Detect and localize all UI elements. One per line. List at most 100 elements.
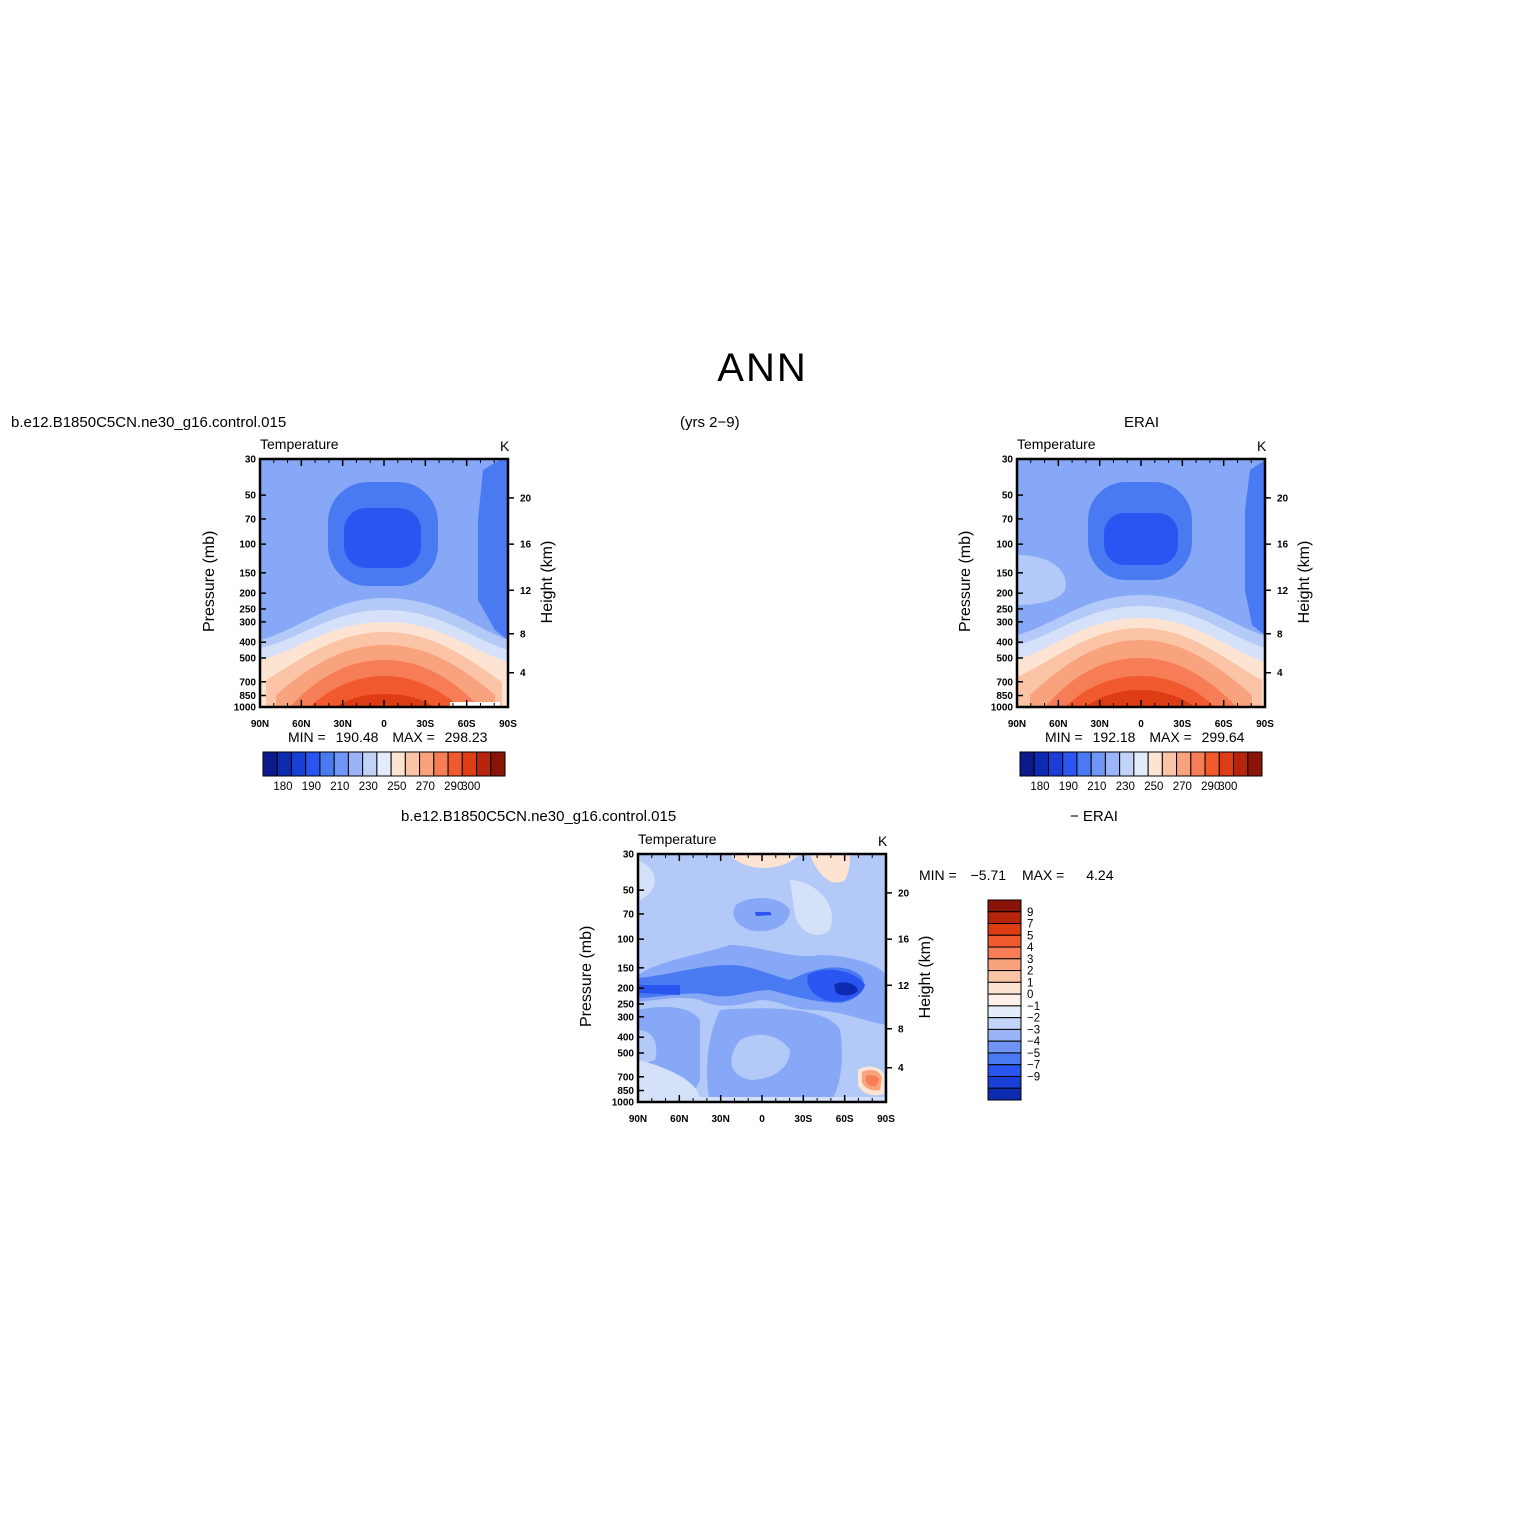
colorbar-swatch bbox=[987, 958, 1022, 972]
panel-model-max-value: 298.23 bbox=[444, 729, 488, 745]
panel-diff-max-label: MAX = bbox=[1021, 867, 1065, 883]
colorbar-label: −4 bbox=[1027, 1036, 1041, 1048]
y-tick-label: 30 bbox=[245, 455, 257, 466]
colorbar-swatch bbox=[987, 1028, 1022, 1042]
y-tick-label: 250 bbox=[617, 999, 634, 1010]
x-tick-label: 30N bbox=[1090, 719, 1108, 730]
y-tick-label: 300 bbox=[996, 617, 1013, 628]
colorbar-label: 190 bbox=[1059, 781, 1078, 793]
colorbar-swatch bbox=[1104, 751, 1121, 777]
colorbar-swatch bbox=[404, 751, 421, 777]
panel-diff-variable: Temperature bbox=[638, 831, 717, 847]
colorbar-swatch bbox=[987, 1087, 1022, 1101]
y-tick-label: 100 bbox=[239, 540, 256, 551]
colorbar-swatch bbox=[987, 993, 1022, 1007]
panel-model-min-value: 190.48 bbox=[335, 729, 379, 745]
colorbar-label: 7 bbox=[1027, 919, 1033, 931]
colorbar-swatch bbox=[1218, 751, 1235, 777]
y-right-tick-label: 12 bbox=[1277, 586, 1289, 597]
y-right-tick-label: 20 bbox=[898, 888, 910, 899]
colorbar-swatch bbox=[262, 751, 278, 777]
x-tick-label: 30N bbox=[711, 1114, 729, 1125]
colorbar-label: −2 bbox=[1027, 1013, 1040, 1025]
y-tick-label: 1000 bbox=[612, 1098, 635, 1109]
colorbar-label: 270 bbox=[1173, 781, 1192, 793]
colorbar-swatch bbox=[433, 751, 449, 777]
y-right-tick-label: 20 bbox=[1277, 493, 1289, 504]
colorbar-swatch bbox=[987, 1040, 1022, 1054]
y-tick-label: 700 bbox=[996, 677, 1013, 688]
colorbar-swatch bbox=[987, 923, 1022, 936]
colorbar-swatch bbox=[376, 751, 392, 777]
x-tick-label: 0 bbox=[381, 719, 387, 730]
y-tick-label: 250 bbox=[996, 604, 1013, 615]
y-tick-label: 70 bbox=[1002, 514, 1014, 525]
x-tick-label: 0 bbox=[759, 1114, 765, 1125]
panel-obs-max-label: MAX = bbox=[1149, 729, 1192, 745]
panel-diff-case-label: b.e12.B1850C5CN.ne30_g16.control.015 bbox=[401, 808, 677, 825]
x-tick-label: 0 bbox=[1138, 719, 1144, 730]
x-tick-label: 30N bbox=[333, 719, 351, 730]
colorbar-label: 230 bbox=[1116, 781, 1135, 793]
colorbar-label: 2 bbox=[1027, 966, 1033, 978]
colorbar-swatch bbox=[1147, 751, 1163, 777]
colorbar-swatch bbox=[987, 981, 1022, 995]
y-right-tick-label: 4 bbox=[1277, 668, 1283, 679]
y-tick-label: 400 bbox=[617, 1033, 634, 1044]
colorbar-swatch bbox=[987, 911, 1022, 925]
y-tick-label: 500 bbox=[996, 653, 1013, 664]
y-right-tick-label: 4 bbox=[520, 668, 526, 679]
y-tick-label: 30 bbox=[623, 850, 635, 861]
y-tick-label: 400 bbox=[996, 638, 1013, 649]
y-right-tick-label: 16 bbox=[520, 540, 532, 551]
x-tick-label: 90S bbox=[499, 719, 517, 730]
colorbar-swatch bbox=[276, 751, 292, 777]
colorbar-label: 3 bbox=[1027, 954, 1033, 966]
colorbar-swatch bbox=[987, 1052, 1022, 1066]
colorbar-swatch bbox=[333, 751, 349, 777]
y-tick-label: 150 bbox=[996, 568, 1013, 579]
x-tick-label: 90S bbox=[1256, 719, 1274, 730]
x-tick-label: 60N bbox=[292, 719, 310, 730]
colorbar-label: 230 bbox=[359, 781, 378, 793]
colorbar-swatch bbox=[490, 751, 506, 777]
colorbar-label: 1 bbox=[1027, 977, 1033, 989]
panel-model-units: K bbox=[500, 438, 510, 454]
colorbar-swatch bbox=[987, 1005, 1022, 1019]
y-tick-label: 50 bbox=[1002, 491, 1014, 502]
y-right-tick-label: 4 bbox=[898, 1063, 904, 1074]
colorbar-swatch bbox=[987, 946, 1022, 960]
colorbar-swatch bbox=[987, 970, 1022, 983]
panel-obs-min-value: 192.18 bbox=[1092, 729, 1136, 745]
y-tick-label: 700 bbox=[617, 1072, 634, 1083]
y-tick-label: 100 bbox=[617, 935, 634, 946]
panel-diff-max-value: 4.24 bbox=[1086, 867, 1114, 883]
colorbar-label: 0 bbox=[1027, 989, 1033, 1001]
y-tick-label: 400 bbox=[239, 638, 256, 649]
colorbar-label: −1 bbox=[1027, 1001, 1040, 1013]
colorbar-label: 190 bbox=[302, 781, 321, 793]
colorbar-label: 210 bbox=[1087, 781, 1106, 793]
x-tick-label: 90N bbox=[251, 719, 269, 730]
y-right-tick-label: 8 bbox=[898, 1024, 904, 1035]
colorbar-swatch bbox=[987, 1064, 1022, 1077]
colorbar-swatch bbox=[1062, 751, 1078, 777]
colorbar-swatch bbox=[1019, 751, 1035, 777]
y-right-tick-label: 12 bbox=[898, 981, 910, 992]
y-tick-label: 70 bbox=[245, 514, 257, 525]
y-tick-label: 300 bbox=[239, 617, 256, 628]
colorbar-label: −7 bbox=[1027, 1060, 1040, 1072]
y-tick-label: 50 bbox=[245, 491, 257, 502]
colorbar-label: 270 bbox=[416, 781, 435, 793]
panel-model-min-label: MIN = bbox=[288, 729, 326, 745]
colorbar-swatch bbox=[447, 751, 463, 777]
figure-subtitle: (yrs 2−9) bbox=[680, 414, 740, 431]
colorbar-label: 300 bbox=[1218, 781, 1237, 793]
colorbar-label: 4 bbox=[1027, 942, 1034, 954]
y-tick-label: 250 bbox=[239, 604, 256, 615]
figure-title: ANN bbox=[717, 346, 808, 390]
x-tick-label: 60N bbox=[670, 1114, 688, 1125]
